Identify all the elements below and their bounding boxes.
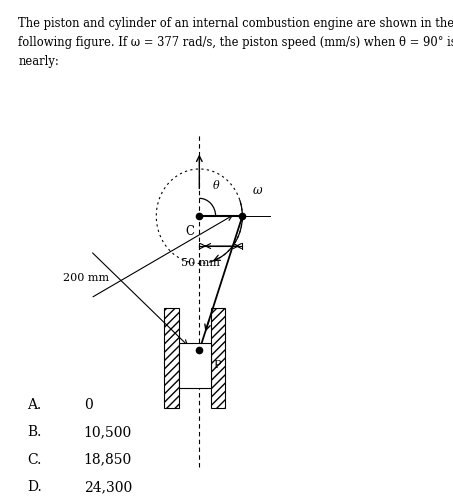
Bar: [179, 343, 211, 388]
Text: following figure. If ω = 377 rad/s, the piston speed (mm/s) when θ = 90° is most: following figure. If ω = 377 rad/s, the …: [18, 36, 453, 49]
Bar: [164, 308, 179, 408]
Text: θ: θ: [213, 181, 220, 191]
Bar: [211, 308, 225, 408]
Text: C.: C.: [27, 453, 42, 467]
Bar: [211, 308, 225, 408]
Text: 0: 0: [84, 398, 92, 412]
Text: D.: D.: [27, 480, 42, 494]
Text: 24,300: 24,300: [84, 480, 132, 494]
Text: P: P: [213, 360, 221, 370]
Text: B.: B.: [27, 425, 42, 439]
Text: 10,500: 10,500: [84, 425, 132, 439]
Text: nearly:: nearly:: [18, 55, 59, 68]
Bar: [164, 308, 179, 408]
Text: The piston and cylinder of an internal combustion engine are shown in the: The piston and cylinder of an internal c…: [18, 17, 453, 30]
Text: 50 mm: 50 mm: [181, 258, 220, 268]
Text: 18,850: 18,850: [84, 453, 132, 467]
Text: 200 mm: 200 mm: [63, 273, 110, 283]
Text: C: C: [185, 225, 194, 238]
Text: A.: A.: [27, 398, 41, 412]
Text: ω: ω: [253, 184, 263, 197]
